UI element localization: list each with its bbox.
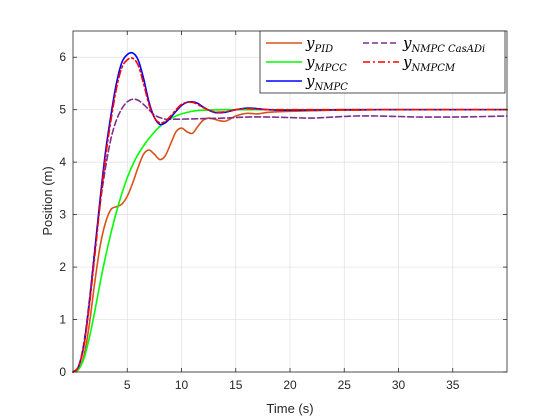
x-tick-label: 30 [392,378,406,392]
y-tick-label: 5 [59,103,66,117]
legend-entry-subscript: NMPC CasADi [410,44,485,55]
x-tick-label: 25 [338,378,352,392]
legend-entry-subscript: PID [313,44,333,55]
ticks: 5 10 15 20 25 30 35 0 1 2 3 4 5 6 [59,31,507,392]
x-tick-label: 5 [124,378,131,392]
series-line-nmpcm [72,57,508,373]
y-tick-label: 3 [59,208,66,222]
y-axis-label: Position (m) [40,166,55,235]
x-tick-label: 35 [446,378,460,392]
legend-entry-name: y [305,72,315,90]
legend-entry-name: y [402,34,412,52]
legend-entry-subscript: NMPC [313,82,348,93]
y-tick-label: 6 [59,50,66,64]
x-tick-label: 20 [283,378,297,392]
legend-entry: yNMPC CasADi [402,34,485,55]
x-axis-label: Time (s) [266,401,313,416]
y-tick-label: 0 [59,365,66,379]
y-tick-label: 1 [59,313,66,327]
series-line-pid [72,108,508,373]
legend-entry-subscript: NMPCM [410,63,455,74]
legend-entry: yNMPCM [402,53,456,74]
legend-entry: yNMPC [305,72,348,93]
legend-entry: yMPCC [305,53,347,74]
legend-entry-name: y [402,53,412,71]
series-layer [72,51,508,373]
x-tick-label: 15 [229,378,243,392]
y-tick-label: 4 [59,155,66,169]
legend-entry: yPID [305,34,333,55]
legend-entry-name: y [305,34,315,52]
legend-entry-name: y [305,53,315,71]
x-tick-label: 10 [175,378,189,392]
y-tick-label: 2 [59,260,66,274]
legend-entry-subscript: MPCC [313,63,347,74]
